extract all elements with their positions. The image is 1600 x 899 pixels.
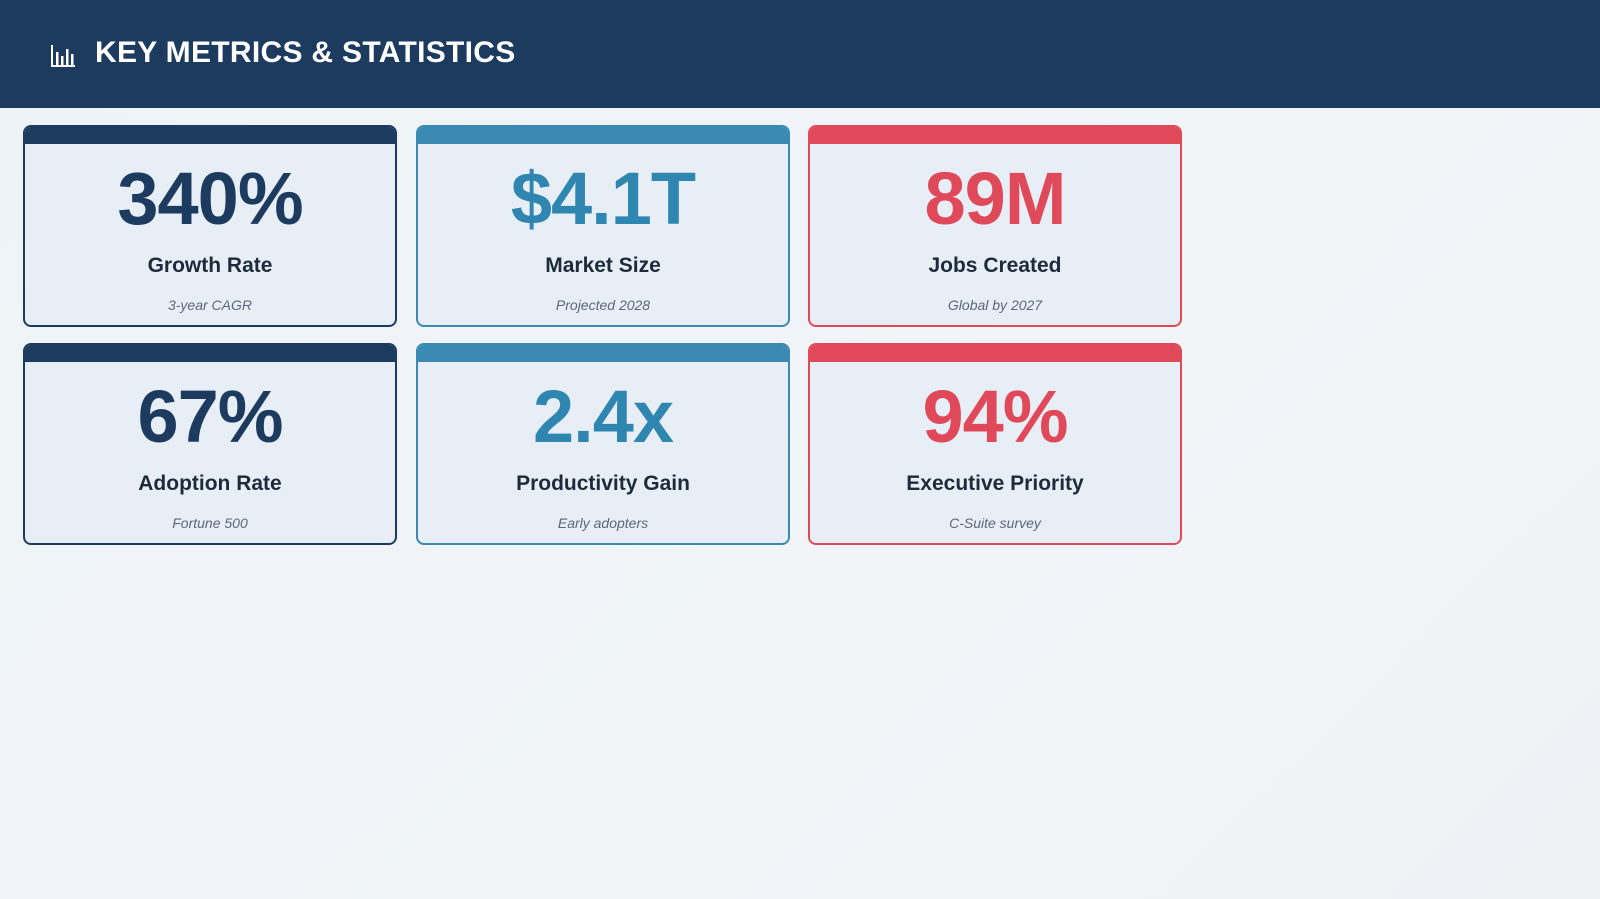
card-accent-bar bbox=[418, 127, 788, 144]
metric-subtitle: C-Suite survey bbox=[949, 515, 1041, 531]
metric-value: $4.1T bbox=[510, 157, 696, 240]
card-accent-bar bbox=[25, 127, 395, 144]
metric-value: 67% bbox=[137, 375, 283, 458]
metric-label: Jobs Created bbox=[928, 254, 1062, 277]
metric-card-adoption-rate: 67% Adoption Rate Fortune 500 bbox=[23, 343, 397, 545]
card-accent-bar bbox=[810, 127, 1180, 144]
card-accent-bar bbox=[25, 345, 395, 362]
page-title: KEY METRICS & STATISTICS bbox=[95, 36, 516, 69]
metric-value: 2.4x bbox=[532, 375, 674, 458]
metric-value: 340% bbox=[117, 157, 303, 240]
metric-label: Adoption Rate bbox=[138, 472, 282, 495]
header-bar: KEY METRICS & STATISTICS bbox=[0, 0, 1600, 108]
card-accent-bar bbox=[418, 345, 788, 362]
bar-chart-icon bbox=[50, 44, 76, 68]
metric-label: Executive Priority bbox=[906, 472, 1084, 495]
metric-subtitle: Projected 2028 bbox=[555, 297, 651, 313]
metric-subtitle: Early adopters bbox=[557, 515, 649, 531]
metric-value: 94% bbox=[922, 375, 1068, 458]
metric-subtitle: Global by 2027 bbox=[947, 297, 1043, 313]
metric-label: Market Size bbox=[545, 254, 661, 277]
card-accent-bar bbox=[810, 345, 1180, 362]
metric-card-productivity-gain: 2.4x Productivity Gain Early adopters bbox=[416, 343, 790, 545]
metric-card-executive-priority: 94% Executive Priority C-Suite survey bbox=[808, 343, 1182, 545]
metric-card-market-size: $4.1T Market Size Projected 2028 bbox=[416, 125, 790, 327]
metric-label: Productivity Gain bbox=[516, 472, 690, 495]
metric-subtitle: Fortune 500 bbox=[172, 515, 248, 531]
metric-label: Growth Rate bbox=[147, 254, 273, 277]
metric-card-jobs-created: 89M Jobs Created Global by 2027 bbox=[808, 125, 1182, 327]
metric-value: 89M bbox=[924, 157, 1067, 240]
metric-subtitle: 3-year CAGR bbox=[167, 297, 253, 313]
metric-card-growth-rate: 340% Growth Rate 3-year CAGR bbox=[23, 125, 397, 327]
